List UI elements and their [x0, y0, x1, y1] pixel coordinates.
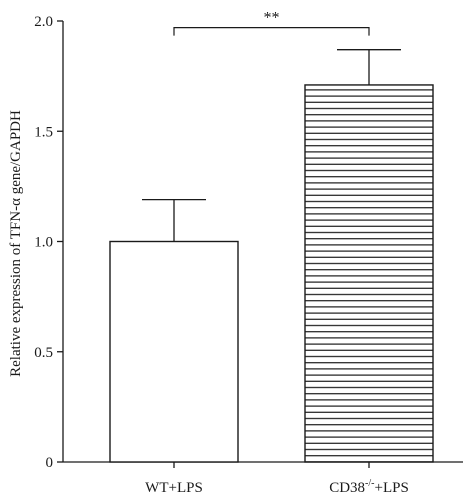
bar-2	[304, 84, 434, 463]
bar-1	[109, 240, 239, 463]
significance-label: **	[264, 10, 280, 27]
bars	[109, 49, 434, 463]
labels: Relative expression of TFN-α gene/GAPDH W…	[8, 10, 409, 496]
y-axis-label: Relative expression of TFN-α gene/GAPDH	[8, 110, 24, 377]
x-tick-label: CD38-/-+LPS	[329, 478, 409, 496]
y-tick-label: 2.0	[34, 14, 53, 30]
significance-bracket	[173, 27, 370, 36]
x-tick-label: WT+LPS	[145, 480, 203, 496]
y-tick-label: 1.5	[34, 124, 53, 140]
y-tick-label: 0	[46, 455, 54, 471]
y-tick-label: 0.5	[34, 345, 53, 361]
y-tick-label: 1.0	[34, 235, 53, 251]
